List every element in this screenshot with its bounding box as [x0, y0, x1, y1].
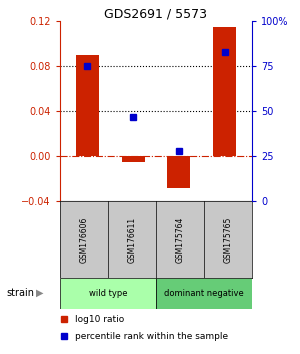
Text: wild type: wild type	[89, 289, 127, 298]
Bar	[167, 156, 190, 188]
FancyBboxPatch shape	[156, 278, 252, 309]
Text: GSM175764: GSM175764	[176, 216, 184, 263]
Bar	[122, 156, 145, 162]
Text: percentile rank within the sample: percentile rank within the sample	[75, 332, 229, 341]
Bar	[213, 27, 236, 156]
Bar	[76, 55, 99, 156]
Text: ▶: ▶	[36, 288, 44, 298]
Text: strain: strain	[6, 288, 34, 298]
Text: GSM176606: GSM176606	[80, 216, 88, 263]
Text: GSM175765: GSM175765	[224, 216, 232, 263]
Title: GDS2691 / 5573: GDS2691 / 5573	[104, 7, 208, 20]
Text: log10 ratio: log10 ratio	[75, 315, 124, 324]
FancyBboxPatch shape	[60, 278, 156, 309]
Text: GSM176611: GSM176611	[128, 216, 136, 263]
Text: dominant negative: dominant negative	[164, 289, 244, 298]
